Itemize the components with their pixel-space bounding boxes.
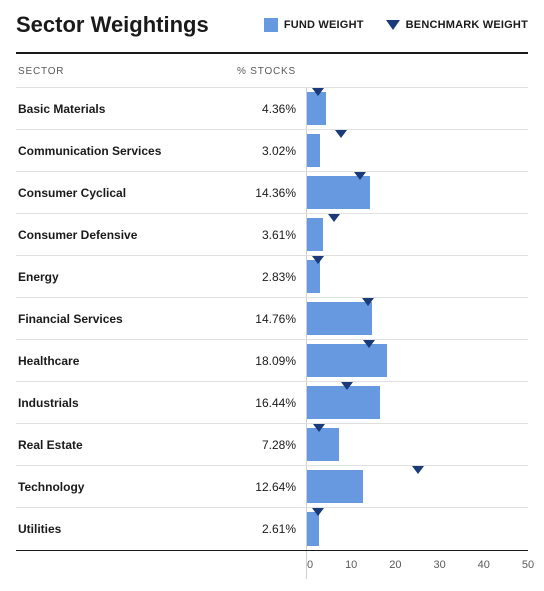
sector-name: Energy [16,256,216,297]
axis-tick: 30 [433,559,445,571]
benchmark-marker-icon [363,340,375,348]
bar-cell [306,256,528,297]
sector-value: 2.83% [216,256,306,297]
benchmark-marker-icon [335,130,347,138]
table-row: Consumer Cyclical14.36% [16,172,528,214]
legend-benchmark-label: BENCHMARK WEIGHT [406,19,528,31]
table-row: Communication Services3.02% [16,130,528,172]
sector-name: Consumer Defensive [16,214,216,255]
fund-bar [307,260,320,293]
benchmark-marker-icon [341,382,353,390]
fund-bar [307,428,339,461]
axis-tick: 10 [345,559,357,571]
sector-value: 7.28% [216,424,306,465]
axis-tick: 0 [307,559,313,571]
benchmark-triangle-icon [386,20,400,30]
table-row: Utilities2.61% [16,508,528,550]
sector-value: 18.09% [216,340,306,381]
col-chart [306,66,528,77]
sector-name: Basic Materials [16,88,216,129]
fund-bar [307,302,372,335]
fund-swatch-icon [264,18,278,32]
axis-ticks: 01020304050 [306,551,528,579]
table-row: Healthcare18.09% [16,340,528,382]
benchmark-marker-icon [412,466,424,474]
sector-value: 14.36% [216,172,306,213]
axis-tick: 50 [522,559,534,571]
x-axis: 01020304050 [16,551,528,579]
bar-cell [306,298,528,339]
page-title: Sector Weightings [16,12,209,38]
legend-benchmark: BENCHMARK WEIGHT [386,19,528,31]
table-row: Technology12.64% [16,466,528,508]
fund-bar [307,176,370,209]
legend-fund-label: FUND WEIGHT [284,19,364,31]
sector-name: Communication Services [16,130,216,171]
benchmark-marker-icon [312,508,324,516]
sector-name: Industrials [16,382,216,423]
fund-bar [307,386,380,419]
benchmark-marker-icon [313,424,325,432]
sector-value: 3.02% [216,130,306,171]
sector-value: 12.64% [216,466,306,507]
bar-cell [306,130,528,171]
fund-bar [307,92,326,125]
benchmark-marker-icon [312,256,324,264]
sector-name: Real Estate [16,424,216,465]
table-row: Energy2.83% [16,256,528,298]
legend-fund: FUND WEIGHT [264,18,364,32]
bar-cell [306,88,528,129]
sector-value: 2.61% [216,508,306,550]
header: Sector Weightings FUND WEIGHT BENCHMARK … [16,12,528,38]
sector-name: Technology [16,466,216,507]
sector-value: 3.61% [216,214,306,255]
benchmark-marker-icon [354,172,366,180]
benchmark-marker-icon [362,298,374,306]
fund-bar [307,470,363,503]
bar-cell [306,214,528,255]
fund-bar [307,218,323,251]
table-row: Financial Services14.76% [16,298,528,340]
sector-name: Healthcare [16,340,216,381]
legend: FUND WEIGHT BENCHMARK WEIGHT [264,18,528,32]
axis-tick: 40 [478,559,490,571]
sector-value: 16.44% [216,382,306,423]
sector-value: 14.76% [216,298,306,339]
bar-cell [306,172,528,213]
table-row: Real Estate7.28% [16,424,528,466]
benchmark-marker-icon [328,214,340,222]
benchmark-marker-icon [312,88,324,96]
col-stocks: % STOCKS [216,66,306,77]
rows-container: Basic Materials4.36%Communication Servic… [16,88,528,551]
axis-tick: 20 [389,559,401,571]
sector-value: 4.36% [216,88,306,129]
fund-bar [307,134,320,167]
column-headers: SECTOR % STOCKS [16,52,528,88]
fund-bar [307,512,319,546]
table-row: Basic Materials4.36% [16,88,528,130]
bar-cell [306,340,528,381]
bar-cell [306,424,528,465]
fund-bar [307,344,387,377]
sector-name: Financial Services [16,298,216,339]
sector-name: Consumer Cyclical [16,172,216,213]
bar-cell [306,466,528,507]
table-row: Consumer Defensive3.61% [16,214,528,256]
table-row: Industrials16.44% [16,382,528,424]
bar-cell [306,508,528,550]
col-sector: SECTOR [16,66,216,77]
sector-name: Utilities [16,508,216,550]
bar-cell [306,382,528,423]
